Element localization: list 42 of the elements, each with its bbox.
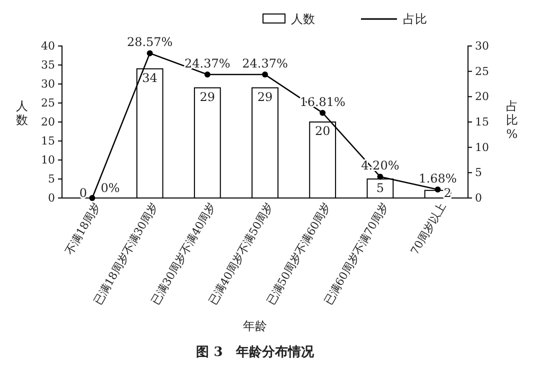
y-axis-title: 人数 (16, 99, 28, 127)
y-tick-label: 5 (48, 172, 55, 186)
data-label: 20 (314, 124, 330, 138)
y2-tick-label: 5 (475, 166, 482, 180)
y-tick-label: 40 (41, 40, 55, 53)
y2-tick-label: 20 (475, 90, 489, 104)
y2-tick-label: 0 (475, 192, 482, 205)
legend-label: 人数 (291, 12, 315, 26)
point (89, 195, 96, 201)
y-tick-label: 10 (41, 154, 55, 167)
point (146, 50, 153, 56)
y-tick-label: 15 (41, 134, 55, 148)
point (262, 72, 268, 78)
data-label: 28.57% (126, 35, 173, 50)
y-tick-label: 25 (41, 96, 55, 110)
point (377, 174, 384, 180)
data-label: 24.37% (184, 56, 230, 71)
y-tick-label: 35 (41, 58, 55, 72)
data-label: 5 (376, 181, 384, 195)
data-label: 0% (100, 181, 120, 195)
data-label: 24.37% (242, 56, 288, 71)
data-label: 34 (142, 70, 158, 85)
y2-tick-label: 30 (475, 40, 489, 53)
x-tick-label: 不满18周岁 (62, 200, 103, 257)
y-tick-label: 30 (41, 78, 55, 91)
legend-label: 占比 (403, 12, 427, 26)
x-axis-title: 年龄 (243, 319, 267, 333)
y-tick-label: 20 (41, 116, 55, 129)
y2-tick-label: 10 (475, 140, 489, 154)
y2-tick-label: 25 (475, 64, 489, 78)
data-label: 1.68% (418, 171, 457, 186)
text: 图 3 年龄分布情况 (196, 345, 315, 360)
y-tick-label: 0 (48, 192, 55, 205)
data-label: 29 (200, 90, 216, 104)
data-label: 0 (79, 186, 88, 200)
point (320, 110, 326, 116)
y2-axis-title: 占比% (506, 99, 518, 141)
point (434, 186, 441, 192)
x-tick-label: 70周岁以上 (408, 200, 449, 257)
data-label: 29 (257, 90, 273, 104)
point (204, 72, 210, 78)
y2-tick-label: 15 (475, 116, 489, 129)
